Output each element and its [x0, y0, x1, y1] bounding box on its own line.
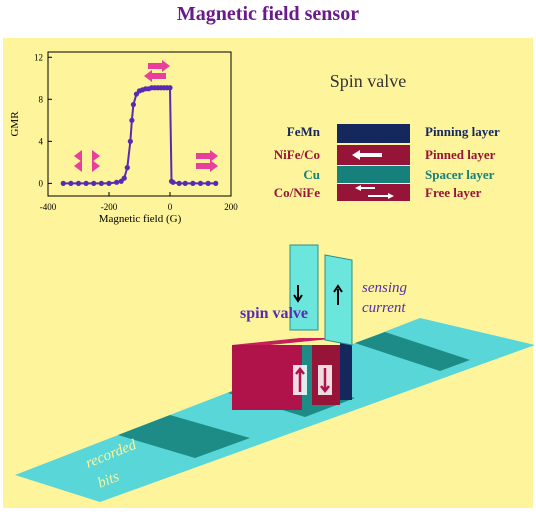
x-axis-label: Magnetic field (G) [99, 213, 182, 225]
gmr-point [190, 180, 196, 186]
gmr-point [167, 85, 173, 91]
current-label: current [362, 300, 406, 316]
layer-stack [337, 124, 410, 201]
layer-material: Cu [303, 167, 320, 182]
layer-material: FeMn [287, 124, 321, 139]
title: Magnetic field sensor [177, 3, 359, 25]
gmr-point [124, 165, 130, 171]
x-tick-label: 200 [224, 202, 238, 212]
layer-role: Pinned layer [425, 147, 496, 162]
gmr-point [75, 180, 82, 186]
gmr-point [197, 180, 204, 186]
layer-role: Spacer layer [425, 167, 495, 182]
gmr-point [114, 179, 120, 185]
layer-labels: FeMn Pinning layer NiFe/Co Pinned layer Cu Sp… [274, 124, 500, 200]
gmr-point [127, 138, 133, 144]
y-tick-label: 12 [34, 52, 43, 62]
field-arrows [74, 60, 218, 172]
y-tick-label: 4 [39, 136, 44, 146]
x-tick-label: -200 [101, 202, 118, 212]
plot-frame [47, 51, 232, 197]
spin-valve-heading: Spin valve [330, 71, 407, 91]
gmr-point [129, 117, 135, 123]
layer-material: Co/NiFe [274, 185, 320, 200]
gmr-chart: -400 -200 0 200 0 4 8 12 [34, 52, 238, 212]
y-axis-label: GMR [9, 111, 21, 137]
spin-valve-label: spin valve [240, 305, 308, 322]
y-tick-label: 0 [39, 178, 44, 188]
gmr-point [60, 180, 66, 186]
sensing-label: sensing [362, 280, 408, 296]
gmr-point [130, 101, 136, 108]
gmr-point [176, 180, 182, 186]
layer-material: NiFe/Co [274, 147, 320, 162]
gmr-point [106, 180, 112, 186]
gmr-point [213, 180, 219, 186]
gmr-point [83, 180, 89, 186]
gmr-point [68, 180, 74, 186]
x-tick-label: -400 [40, 202, 57, 212]
gmr-point [121, 175, 127, 181]
gmr-point [91, 180, 97, 186]
sensor-head [232, 244, 353, 410]
layer-role: Free layer [425, 185, 482, 200]
gmr-point [205, 180, 211, 186]
x-tick-label: 0 [168, 202, 173, 212]
y-tick-label: 8 [39, 94, 44, 104]
gmr-point [170, 179, 176, 185]
gmr-point [98, 180, 104, 186]
bits-label: bits [96, 469, 122, 492]
layer-role: Pinning layer [425, 124, 500, 139]
gmr-point [182, 180, 188, 186]
